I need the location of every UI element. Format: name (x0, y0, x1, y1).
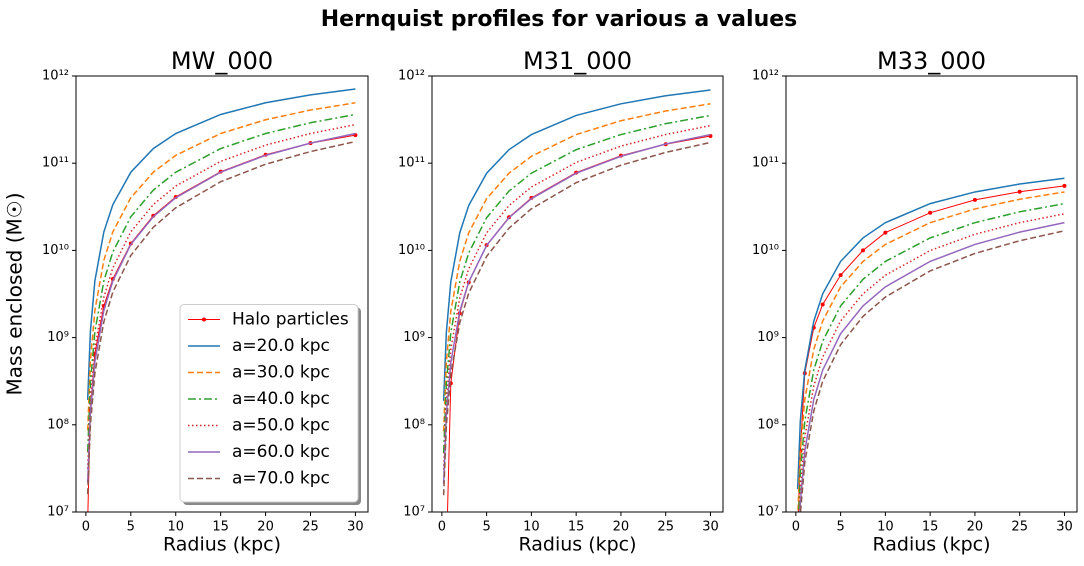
series-line (442, 114, 711, 454)
x-tick-label: 30 (1056, 520, 1073, 535)
legend-label: a=50.0 kpc (232, 416, 330, 436)
x-tick-label: 5 (482, 520, 490, 535)
data-point (820, 302, 825, 307)
y-tick-label: 10⁷ (757, 505, 779, 520)
x-axis-label: Radius (kpc) (518, 534, 636, 556)
series-line (86, 123, 356, 469)
y-tick-label: 10⁹ (757, 330, 779, 345)
y-tick-label: 10¹¹ (752, 156, 779, 171)
data-point (444, 556, 448, 560)
series-line (797, 191, 1065, 512)
series-line (442, 89, 711, 401)
x-tick-label: 20 (613, 520, 630, 535)
x-tick-label: 30 (702, 520, 719, 535)
axes-frame (75, 75, 369, 513)
x-axis-label: Radius (kpc) (163, 534, 281, 556)
x-tick-label: 0 (438, 520, 446, 535)
x-tick-label: 10 (167, 520, 184, 535)
legend-label: a=30.0 kpc (232, 363, 330, 383)
legend-label: a=60.0 kpc (232, 442, 330, 462)
series-line (442, 141, 711, 496)
y-tick-label: 10¹⁰ (42, 243, 69, 258)
x-tick-label: 0 (792, 520, 800, 535)
data-point (883, 230, 888, 235)
x-tick-label: 5 (836, 520, 844, 535)
series-line (442, 133, 711, 484)
data-point (928, 210, 933, 215)
x-tick-label: 10 (877, 520, 894, 535)
x-tick-label: 15 (212, 520, 229, 535)
series-line (442, 103, 711, 432)
y-tick-label: 10¹² (42, 69, 69, 84)
panel-title: M33_000 (877, 47, 986, 75)
series-line (799, 221, 1065, 512)
series-line (798, 202, 1065, 512)
y-tick-label: 10⁸ (757, 417, 779, 432)
y-tick-label: 10⁸ (403, 417, 425, 432)
data-point (972, 197, 977, 202)
legend-marker (202, 317, 206, 322)
x-tick-label: 10 (523, 520, 540, 535)
x-tick-label: 25 (657, 520, 674, 535)
y-tick-label: 10¹¹ (42, 156, 69, 171)
y-tick-label: 10⁹ (403, 330, 425, 345)
series-line (442, 124, 711, 470)
axes-frame (431, 75, 724, 513)
series-line (86, 102, 356, 431)
data-point (1017, 189, 1022, 194)
series-line (86, 88, 356, 400)
x-tick-label: 25 (302, 520, 319, 535)
series-line (798, 213, 1065, 512)
y-tick-label: 10¹⁰ (398, 243, 425, 258)
series-line (86, 140, 356, 495)
data-point (861, 248, 866, 253)
y-tick-label: 10⁷ (403, 505, 425, 520)
legend-box (179, 304, 359, 503)
data-point (1062, 183, 1067, 188)
legend-label: a=20.0 kpc (232, 336, 330, 356)
axes-frame (785, 75, 1078, 513)
legend-label: Halo particles (232, 310, 349, 330)
series-line (86, 113, 356, 452)
x-tick-label: 15 (922, 520, 939, 535)
series-line (446, 135, 711, 512)
data-point (838, 273, 843, 278)
x-tick-label: 30 (347, 520, 364, 535)
series-line (797, 185, 1065, 512)
x-tick-label: 20 (257, 520, 274, 535)
panel-title: MW_000 (171, 47, 273, 75)
x-tick-label: 25 (1011, 520, 1028, 535)
x-tick-label: 5 (127, 520, 135, 535)
legend-label: a=70.0 kpc (232, 469, 330, 489)
y-tick-label: 10¹⁰ (752, 243, 779, 258)
plot-area (86, 88, 358, 512)
series-line (796, 177, 1065, 490)
series-line (86, 132, 356, 483)
y-tick-label: 10¹¹ (398, 156, 425, 171)
y-tick-label: 10¹² (752, 69, 779, 84)
x-tick-label: 0 (82, 520, 90, 535)
plot-area (796, 177, 1067, 540)
x-tick-label: 20 (967, 520, 984, 535)
y-tick-label: 10⁸ (47, 417, 69, 432)
panel-title: M31_000 (523, 47, 632, 75)
y-tick-label: 10⁷ (47, 505, 69, 520)
figure-title: Hernquist profiles for various a values (321, 7, 798, 32)
legend-label: a=40.0 kpc (232, 389, 330, 409)
x-tick-label: 15 (568, 520, 585, 535)
data-point (796, 536, 800, 540)
plot-area (442, 89, 713, 560)
x-axis-label: Radius (kpc) (872, 534, 990, 556)
y-tick-label: 10⁹ (47, 330, 69, 345)
series-line (799, 230, 1065, 512)
y-tick-label: 10¹² (398, 69, 425, 84)
y-axis-label: Mass enclosed (M☉) (3, 192, 27, 395)
